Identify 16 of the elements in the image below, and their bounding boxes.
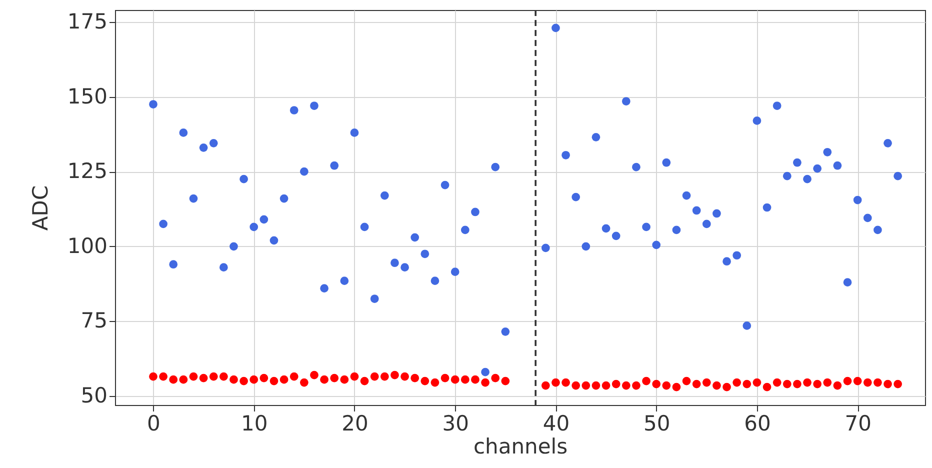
x-tick-label: 20 bbox=[342, 412, 368, 436]
x-tick-label: 50 bbox=[643, 412, 670, 436]
y-tick-label: 100 bbox=[67, 234, 108, 258]
x-tick-label: 0 bbox=[147, 412, 160, 436]
x-axis-title: channels bbox=[473, 434, 568, 458]
y-tick-label: 50 bbox=[80, 384, 108, 408]
y-tick-label: 175 bbox=[67, 9, 108, 34]
x-tick-label: 70 bbox=[844, 412, 872, 436]
x-tick-label: 30 bbox=[442, 412, 469, 436]
x-tick-label: 10 bbox=[240, 412, 268, 436]
y-tick-label: 75 bbox=[80, 308, 108, 333]
x-tick-label: 40 bbox=[542, 412, 570, 436]
x-tick-label: 60 bbox=[744, 412, 771, 436]
y-axis-title: ADC bbox=[28, 185, 52, 231]
y-tick-label: 125 bbox=[67, 159, 108, 184]
y-tick-label: 150 bbox=[67, 84, 108, 108]
